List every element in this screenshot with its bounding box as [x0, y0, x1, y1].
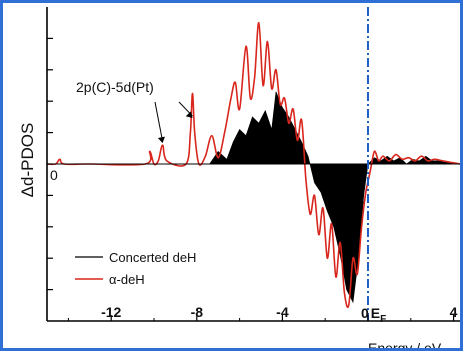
legend-label-alpha: α-deH [109, 272, 145, 287]
fermi-zero: 0 [361, 305, 369, 321]
legend: Concerted deH α-deH [75, 250, 196, 287]
x-axis-label: Energy / eV [368, 340, 442, 348]
annotation-arrow-head-1 [185, 111, 193, 119]
plot-area: -12 -8 -4 4 [46, 7, 461, 322]
annotation-label: 2p(C)-5d(Pt) [76, 79, 154, 95]
series-concerted-deh-area [47, 91, 461, 304]
y-axis-label: Δd-PDOS [18, 123, 37, 198]
x-tick-label-0: -12 [101, 304, 121, 320]
x-tick-label-2: -4 [276, 304, 289, 320]
series-alpha-deh-line [46, 21, 461, 309]
y-zero-label: 0 [50, 167, 58, 183]
fermi-subscript: F [380, 314, 386, 325]
annotation-arrow-line-0 [154, 101, 164, 142]
x-tick-label-4: 4 [450, 304, 458, 320]
fermi-e: E [371, 305, 380, 321]
legend-label-concerted: Concerted deH [109, 250, 196, 265]
pdos-chart: -12 -8 -4 4 Δd-PDOS 0 2p(C)-5d(Pt) Energy /… [18, 7, 461, 353]
annotation-arrow-head-0 [157, 136, 165, 144]
fermi-label: 0 EF [361, 305, 386, 325]
x-tick-label-1: -8 [191, 304, 204, 320]
